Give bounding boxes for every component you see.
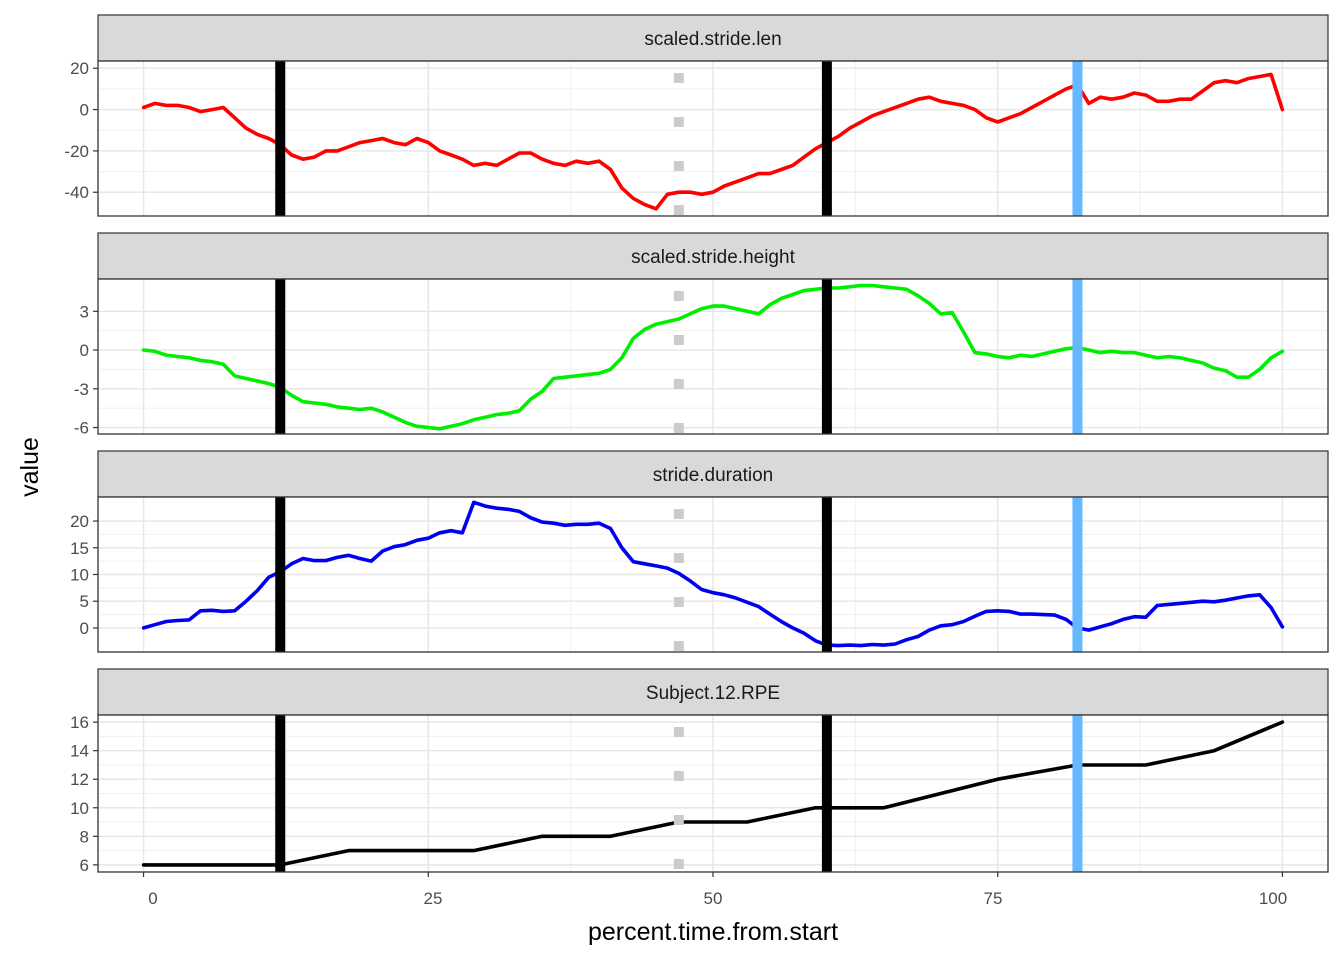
y-tick-label: 3: [80, 302, 89, 321]
y-tick-label: 5: [80, 592, 89, 611]
y-tick-label: 0: [80, 619, 89, 638]
y-tick-label: 0: [80, 101, 89, 120]
facet-panel: stride.duration 20 15 10 5 0: [70, 450, 1329, 653]
y-tick-label: -40: [64, 183, 89, 202]
y-tick-label: 12: [70, 770, 89, 789]
y-tick-label: 14: [70, 742, 89, 761]
series-line: [141, 283, 1285, 431]
facet-strip: [97, 668, 1329, 716]
x-tick-label: 25: [424, 889, 443, 908]
facet-strip-label: scaled.stride.len: [644, 29, 781, 50]
facet-strip: [97, 450, 1329, 498]
x-tick-label: 75: [984, 889, 1003, 908]
x-axis-title: percent.time.from.start: [588, 918, 838, 946]
x-axis: 0 25 50 75 100: [148, 889, 1287, 908]
panel-border: [97, 278, 1329, 435]
y-tick-label: 15: [70, 539, 89, 558]
facet-strip: [97, 232, 1329, 280]
x-tick-label: 100: [1259, 889, 1287, 908]
chart-panels: scaled.stride.len200-20-40scaled.stride.…: [64, 14, 1329, 877]
panel-border: [97, 496, 1329, 653]
facet-strip: [97, 14, 1329, 62]
facet-panel: scaled.stride.height 3 0 -3 -6: [74, 232, 1329, 438]
y-tick-label: 6: [80, 856, 89, 875]
y-tick-label: 20: [70, 512, 89, 531]
y-tick-label: -6: [74, 419, 89, 438]
y-tick-label: -3: [74, 380, 89, 399]
y-tick-label: 20: [70, 59, 89, 78]
facet-panel: Subject.12.RPE 16 14 12 10 8 6: [70, 668, 1329, 877]
panel-border: [97, 60, 1329, 217]
y-tick-label: -20: [64, 142, 89, 161]
facet-strip-label: stride.duration: [653, 465, 773, 486]
y-tick-label: 10: [70, 566, 89, 585]
x-tick-label: 50: [704, 889, 723, 908]
y-tick-label: 0: [80, 341, 89, 360]
y-axis-title: value: [16, 437, 44, 497]
y-tick-label: 8: [80, 827, 89, 846]
y-tick-label: 16: [70, 713, 89, 732]
series-line: [141, 500, 1285, 648]
x-tick-label: 0: [148, 889, 157, 908]
y-tick-label: 10: [70, 799, 89, 818]
facet-panel: scaled.stride.len 20 0 -20 -40: [64, 14, 1329, 217]
facet-strip-label: Subject.12.RPE: [646, 683, 780, 704]
facet-strip-label: scaled.stride.height: [631, 247, 795, 268]
series-line: [141, 72, 1285, 211]
series-line: [141, 720, 1285, 867]
